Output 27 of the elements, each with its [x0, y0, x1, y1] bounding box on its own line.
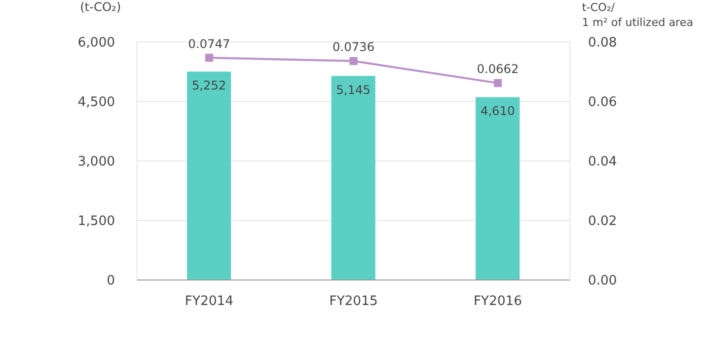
point	[205, 54, 214, 62]
y2-tick-label: 0.04	[588, 154, 617, 170]
data-label: 0.0747	[188, 36, 230, 51]
data-label: 5,145	[336, 82, 371, 97]
y2-tick-label: 0.08	[588, 36, 617, 51]
y-tick-label: 6,000	[78, 36, 115, 51]
y-tick-label: 1,500	[78, 214, 115, 230]
bar	[476, 97, 520, 280]
x-tick-label: FY2014	[184, 294, 234, 310]
y2-tick-label: 0.06	[588, 95, 617, 110]
y2-tick-label: 0.00	[588, 274, 617, 289]
data-label: 0.0736	[332, 40, 374, 54]
point	[494, 79, 502, 88]
y2-tick-label: 0.02	[588, 214, 617, 230]
y-tick-label: 4,500	[78, 95, 115, 110]
point	[350, 57, 358, 66]
bar	[331, 76, 376, 280]
bar	[187, 72, 231, 280]
y-tick-label: 0	[106, 274, 115, 289]
data-label: 5,252	[192, 78, 226, 93]
data-label: 4,610	[480, 104, 515, 118]
y-axis-title: (t-CO₂)	[80, 0, 122, 14]
y2-axis-title: t-CO₂/ 1 m² of utilized area	[582, 0, 694, 30]
x-tick-label: FY2016	[474, 294, 522, 310]
data-label: 0.0662	[476, 62, 519, 76]
y-tick-label: 3,000	[78, 154, 115, 170]
x-tick-label: FY2015	[329, 294, 378, 310]
